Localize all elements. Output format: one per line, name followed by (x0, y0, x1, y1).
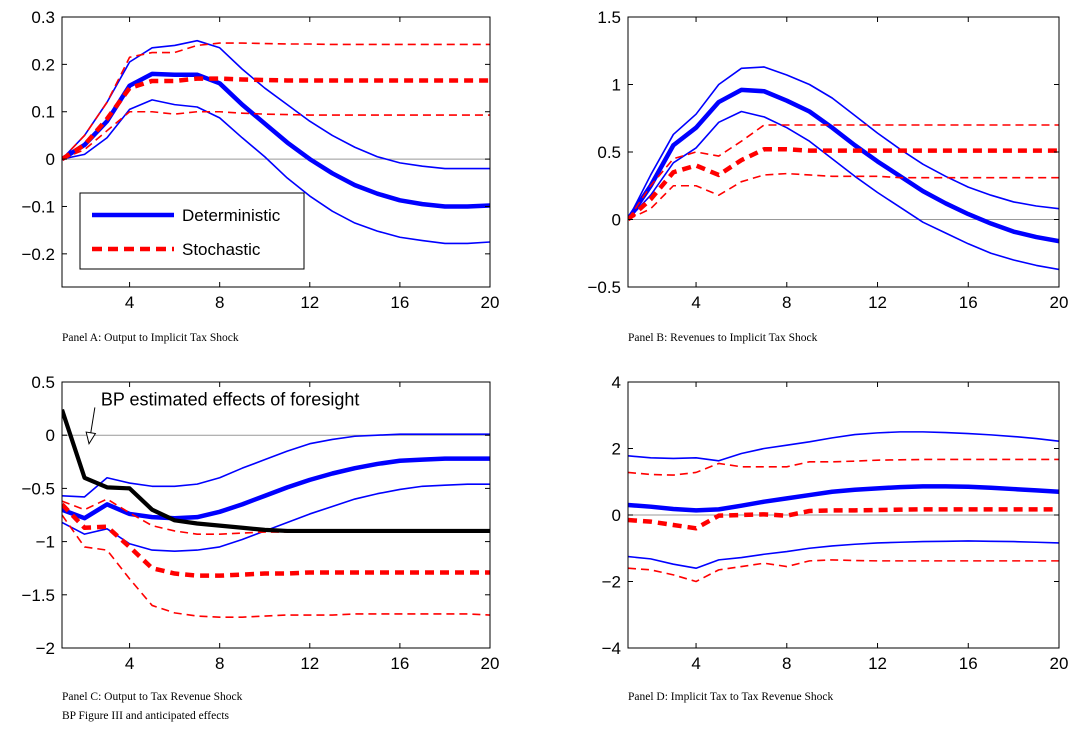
y-tick-label: 0 (612, 211, 621, 230)
series-line-3 (62, 76, 490, 162)
series-line-6 (62, 409, 490, 534)
x-tick-label: 4 (125, 293, 134, 312)
x-tick-label: 8 (215, 654, 224, 673)
x-tick-label: 8 (215, 293, 224, 312)
y-tick-label: −1.5 (21, 586, 55, 605)
panel-a: 4 8 12 16 20 −0.2 −0.1 0 0.1 0.2 0.3 Panel A: Outpu… (21, 8, 499, 344)
series-line-3 (628, 147, 1059, 222)
x-tick-label: 20 (1050, 654, 1069, 673)
y-tick-label: −2 (36, 639, 55, 658)
y-tick-label: −0.2 (21, 245, 55, 264)
annotation: BP estimated effects of foresight (85, 389, 359, 445)
x-tick-label: 12 (868, 293, 887, 312)
y-tick-label: 4 (612, 373, 621, 392)
x-tick-label: 12 (300, 293, 319, 312)
series-line-2 (628, 110, 1059, 271)
x-tick-label: 20 (481, 293, 500, 312)
y-tick-label: −0.5 (587, 278, 621, 297)
y-tick-label: 0.1 (31, 103, 55, 122)
series-line-5 (62, 514, 490, 618)
series-line-1 (62, 39, 490, 170)
series-line-5 (628, 559, 1059, 583)
x-tick-label: 12 (868, 654, 887, 673)
x-tick-label: 4 (691, 654, 700, 673)
y-tick-label: 0.5 (31, 373, 55, 392)
series-line-2 (628, 540, 1059, 570)
x-tick-label: 8 (782, 654, 791, 673)
y-tick-label: −0.5 (21, 479, 55, 498)
panel-caption: Panel D: Implicit Tax to Tax Revenue Sho… (628, 691, 833, 703)
annotation-arrowhead (85, 431, 97, 445)
x-tick-label: 16 (959, 654, 978, 673)
x-tick-label: 16 (959, 293, 978, 312)
series-line-1 (628, 66, 1059, 220)
y-tick-label: −1 (36, 533, 55, 552)
x-tick-label: 4 (691, 293, 700, 312)
series-line-0 (628, 484, 1059, 513)
series-line-0 (62, 71, 490, 209)
y-tick-label: 1 (612, 76, 621, 95)
series-group (628, 431, 1059, 583)
series-line-0 (628, 87, 1059, 244)
series-line-4 (628, 458, 1059, 476)
series-line-5 (628, 172, 1059, 221)
series-line-2 (62, 483, 490, 552)
panel-d: 4 8 12 16 20 −4 −2 0 2 4 Panel D: Implicit Tax to … (602, 373, 1069, 703)
y-tick-label: 2 (612, 440, 621, 459)
panel-caption: Panel B: Revenues to Implicit Tax Shock (628, 332, 818, 344)
panel-caption: Panel C: Output to Tax Revenue Shock (62, 691, 243, 703)
legend: Deterministic Stochastic (79, 192, 305, 270)
x-tick-label: 20 (481, 654, 500, 673)
series-line-1 (62, 433, 490, 498)
series-line-3 (628, 507, 1059, 531)
legend-label: Stochastic (182, 240, 261, 259)
annotation-text: BP estimated effects of foresight (101, 389, 359, 409)
series-line-4 (62, 42, 490, 160)
figure-note: BP Figure III and anticipated effects (62, 710, 230, 722)
y-tick-label: 0 (46, 150, 55, 169)
plot-frame (61, 16, 491, 288)
panel-b: 4 8 12 16 20 −0.5 0 0.5 1 1.5 Panel B: Revenues to… (587, 8, 1068, 344)
y-tick-label: 0 (612, 506, 621, 525)
plot-frame (61, 381, 491, 649)
legend-label: Deterministic (182, 206, 281, 225)
x-tick-label: 16 (390, 293, 409, 312)
y-tick-label: 0.2 (31, 55, 55, 74)
series-line-1 (628, 431, 1059, 462)
series-group (62, 39, 490, 245)
y-tick-label: 1.5 (597, 8, 621, 27)
panel-c: 4 8 12 16 20 −2 −1.5 −1 −0.5 0 0.5 Panel C: Output … (21, 373, 499, 703)
y-tick-label: −0.1 (21, 197, 55, 216)
x-tick-label: 16 (390, 654, 409, 673)
y-tick-label: −4 (602, 639, 621, 658)
x-tick-label: 12 (300, 654, 319, 673)
y-tick-label: 0.3 (31, 8, 55, 27)
x-tick-label: 4 (125, 654, 134, 673)
x-tick-label: 8 (782, 293, 791, 312)
series-group (628, 66, 1059, 271)
y-tick-label: 0 (46, 426, 55, 445)
series-group (62, 409, 490, 618)
series-line-2 (62, 99, 490, 245)
series-line-3 (62, 502, 490, 578)
legend-box (79, 192, 305, 270)
panel-caption: Panel A: Output to Implicit Tax Shock (62, 332, 239, 344)
x-tick-label: 20 (1050, 293, 1069, 312)
y-tick-label: 0.5 (597, 143, 621, 162)
y-tick-label: −2 (602, 573, 621, 592)
